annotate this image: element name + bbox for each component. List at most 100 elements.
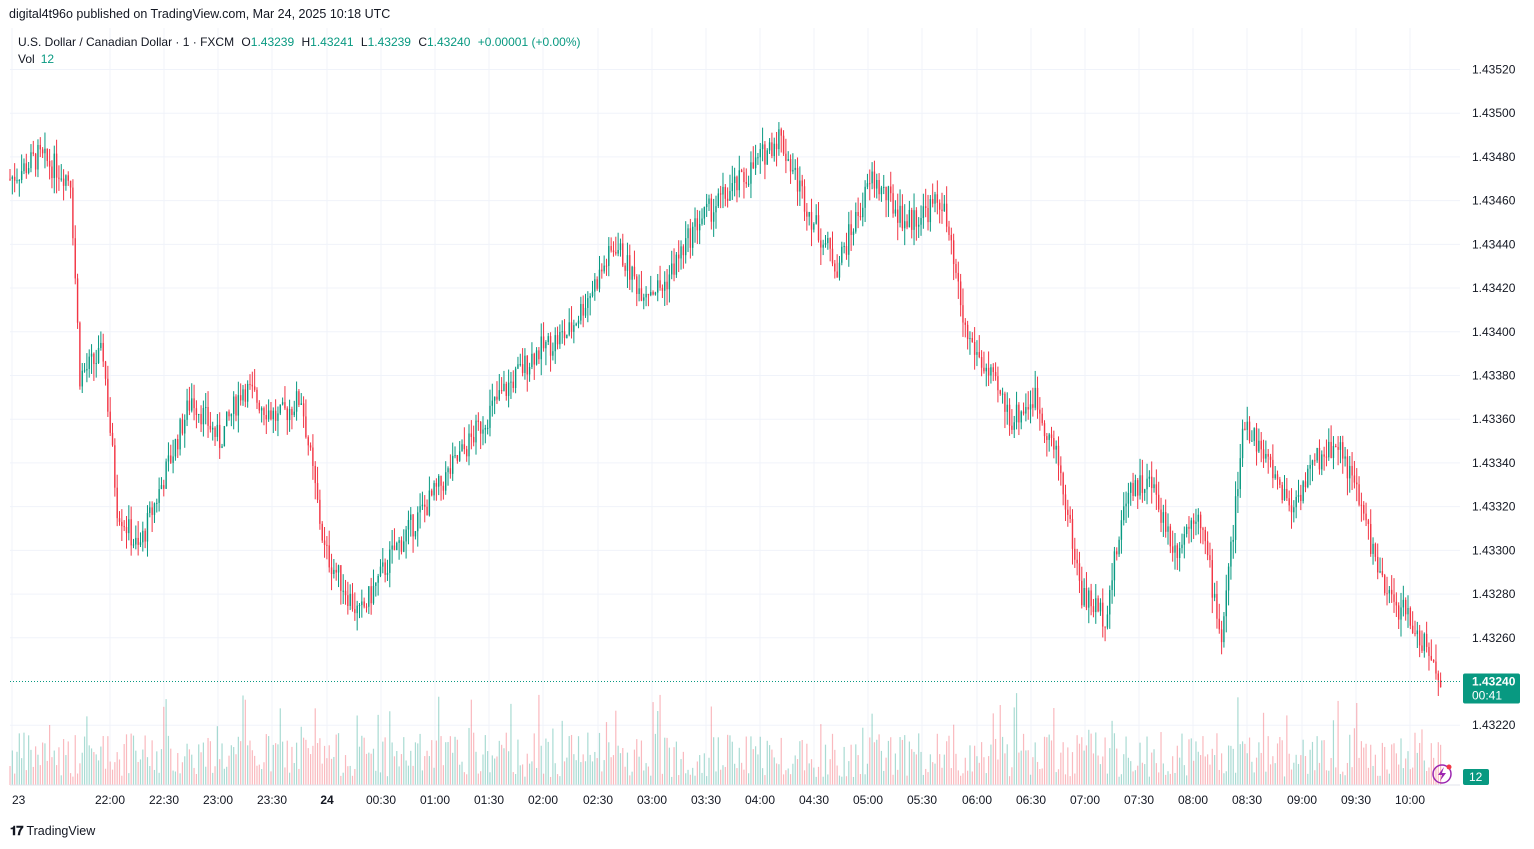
candle-body: [230, 413, 233, 417]
candle-body: [554, 335, 556, 352]
volume-bar: [766, 740, 768, 785]
footer-brand[interactable]: 𝟏𝟕 TradingView: [10, 823, 95, 839]
volume-bar: [517, 739, 519, 785]
candle-body: [307, 437, 309, 446]
candle-body: [330, 567, 333, 574]
price-tick-label: 1.43260: [1472, 631, 1516, 645]
volume-bar: [1167, 771, 1169, 785]
volume-bar: [717, 737, 719, 785]
time-tick-label: 01:30: [474, 793, 504, 807]
volume-bar: [1437, 742, 1439, 785]
candle-body: [1153, 484, 1155, 489]
candle-body: [505, 383, 507, 396]
candle-body: [265, 414, 267, 420]
volume-bar: [522, 764, 524, 785]
candle-body: [244, 389, 247, 402]
candlestick-chart[interactable]: 1.43520 1.43500 1.43480 1.43460 1.43440 1.434…: [0, 28, 1534, 818]
volume-bar: [969, 745, 971, 785]
volume-bar: [1113, 733, 1116, 785]
time-tick-label: 03:00: [637, 793, 667, 807]
candle-body: [899, 205, 901, 223]
volume-bar: [675, 741, 677, 785]
volume-bar: [780, 737, 782, 785]
candle-body: [731, 183, 733, 192]
candle-body: [1437, 673, 1439, 681]
volume-bar: [1020, 750, 1022, 785]
candle-body: [1344, 456, 1346, 459]
candle-body: [1134, 480, 1137, 496]
volume-bar: [715, 771, 717, 785]
candle-body: [1197, 514, 1199, 522]
candle-body: [885, 186, 887, 201]
candle-body: [733, 176, 736, 184]
volume-bar: [368, 752, 370, 785]
volume-bar: [195, 773, 197, 785]
volume-bar: [629, 775, 631, 785]
volume-bar: [789, 774, 792, 785]
candle-body: [382, 562, 384, 567]
candle-body: [766, 150, 768, 165]
volume-bar: [81, 752, 83, 785]
time-tick-label: 22:00: [95, 793, 125, 807]
volume-bar: [722, 765, 724, 785]
candle-body: [552, 351, 554, 356]
candle-body: [489, 405, 491, 428]
volume-bar: [114, 762, 116, 785]
chart-area[interactable]: 1.43520 1.43500 1.43480 1.43460 1.43440 1.434…: [0, 28, 1534, 818]
volume-bar: [93, 752, 95, 785]
candle-body: [1390, 589, 1393, 595]
volume-bar: [678, 775, 680, 785]
candle-body: [694, 218, 696, 227]
candle-body: [605, 265, 608, 267]
candle-body: [340, 565, 342, 591]
time-tick-label: 00:30: [366, 793, 396, 807]
price-axis: 1.43520 1.43500 1.43480 1.43460 1.43440 1.434…: [1432, 62, 1520, 785]
candle-body: [351, 593, 354, 610]
candle-body: [1304, 481, 1307, 488]
candle-body: [1050, 434, 1053, 439]
candle-body: [601, 269, 603, 272]
candle-body: [780, 129, 782, 136]
volume-bar: [23, 732, 25, 785]
candle-body: [1162, 512, 1165, 523]
candle-body: [577, 320, 580, 324]
volume-bar: [535, 767, 538, 785]
candle-body: [1209, 555, 1211, 561]
candle-body: [53, 153, 55, 179]
volume-bar: [382, 741, 384, 785]
volume-bar: [181, 762, 184, 785]
volume-bar: [997, 759, 999, 785]
candle-body: [1335, 446, 1337, 448]
time-tick-label: 09:30: [1341, 793, 1371, 807]
candle-body: [293, 411, 295, 416]
volume-bar: [447, 742, 449, 785]
candle-body: [976, 352, 978, 355]
candle-body: [1379, 571, 1381, 573]
candle-body: [431, 490, 433, 496]
candle-body: [715, 206, 717, 213]
lightning-icon[interactable]: [1432, 764, 1452, 784]
candle-body: [1407, 607, 1409, 615]
volume-bar: [871, 713, 873, 785]
candle-body: [344, 590, 347, 596]
candle-body: [1314, 460, 1316, 462]
volume-bar: [1379, 775, 1381, 785]
candle-body: [1395, 601, 1398, 606]
candle-body: [1360, 504, 1363, 506]
volume-bar: [1085, 745, 1088, 785]
candle-body: [1204, 529, 1206, 542]
candle-body: [789, 159, 792, 172]
volume-bar: [862, 727, 864, 785]
volume-bar: [859, 774, 862, 785]
volume-bar: [654, 733, 657, 785]
candle-body: [202, 408, 205, 425]
volume-bar: [1179, 757, 1181, 785]
volume-bar: [1283, 776, 1286, 785]
volume-bar: [466, 774, 468, 785]
time-tick-label: 05:30: [907, 793, 937, 807]
volume-bar: [892, 774, 894, 785]
volume-bar: [899, 737, 901, 785]
volume-bar: [554, 763, 556, 785]
candle-body: [81, 370, 83, 387]
volume-bar: [459, 764, 461, 785]
